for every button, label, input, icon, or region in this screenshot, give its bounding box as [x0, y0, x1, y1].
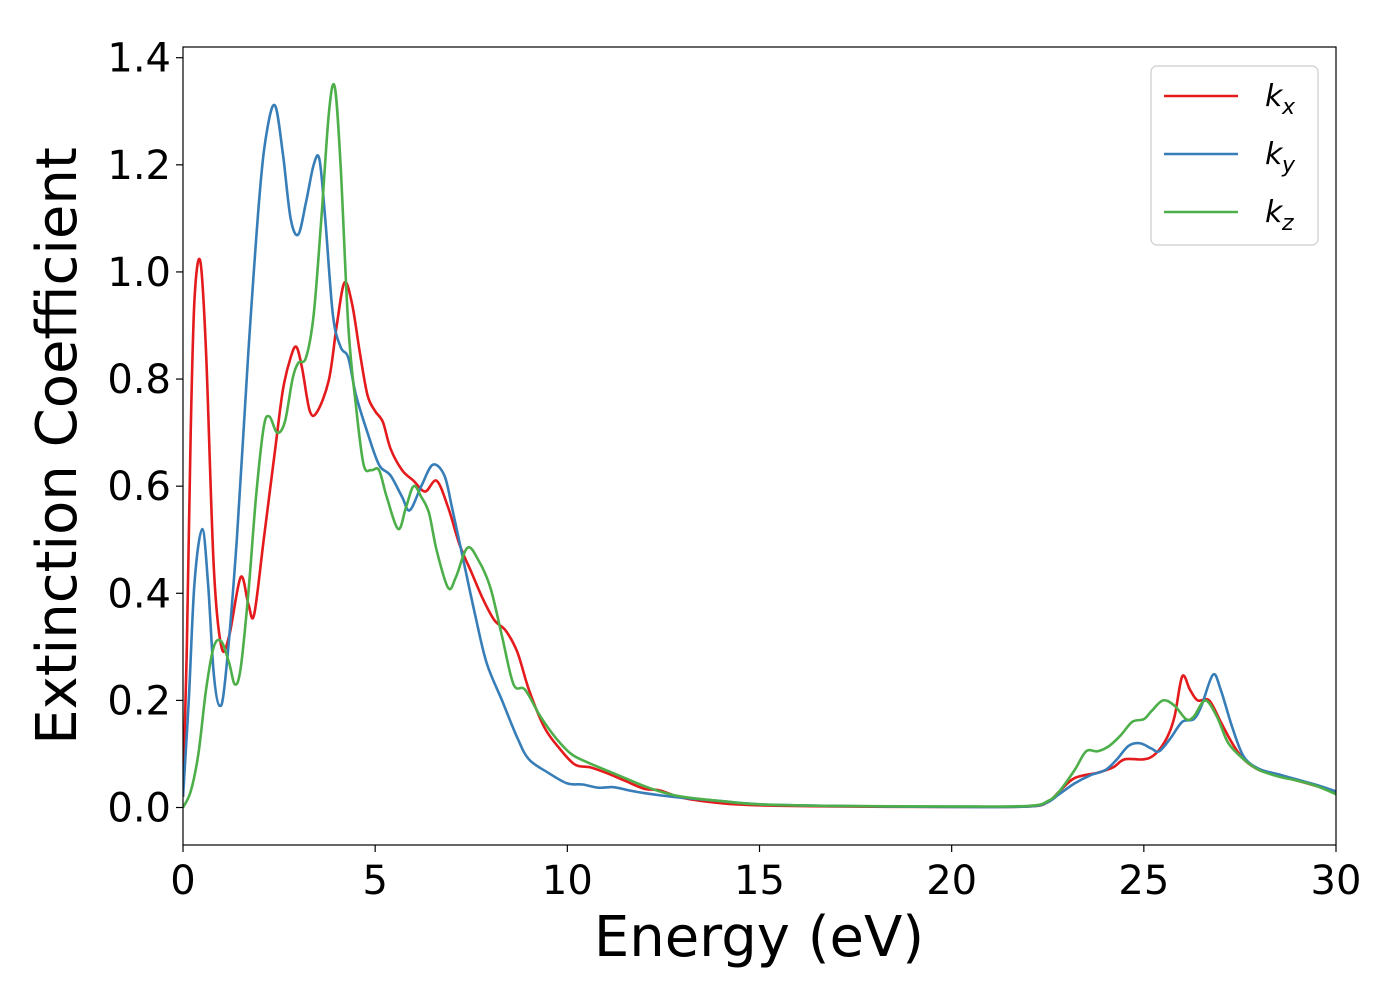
- y-tick-label: 0.2: [107, 678, 171, 724]
- y-tick-label: 0.4: [107, 571, 171, 617]
- series-layer: [183, 82, 1336, 809]
- legend-label: k: [1265, 195, 1284, 230]
- y-tick-label: 0.8: [107, 357, 171, 403]
- y-tick-label: 1.4: [107, 36, 171, 82]
- x-tick-label: 20: [926, 858, 977, 904]
- x-axis-ticks: 0 5 10 15 20 25 30: [170, 845, 1361, 904]
- legend-box: [1150, 65, 1319, 246]
- y-tick-label: 0.6: [107, 464, 171, 510]
- x-tick-label: 5: [362, 858, 387, 904]
- legend-label-subscript: x: [1281, 95, 1296, 120]
- y-tick-label: 0.0: [107, 786, 171, 832]
- y-axis-title: Extinction Coefficient: [25, 147, 90, 745]
- y-axis-ticks: 0.0 0.2 0.4 0.6 0.8 1.0 1.2 1.4: [107, 36, 183, 832]
- legend-label: k: [1265, 79, 1284, 114]
- legend: k xk yk z: [1150, 65, 1319, 246]
- series-line-k-z: [183, 82, 1336, 809]
- x-tick-label: 10: [542, 858, 593, 904]
- x-tick-label: 30: [1311, 858, 1362, 904]
- x-tick-label: 25: [1118, 858, 1169, 904]
- legend-label: k: [1265, 137, 1284, 172]
- series-line-k-x: [183, 257, 1336, 809]
- series-line-k-y: [183, 103, 1336, 809]
- legend-items: k xk yk z: [1164, 79, 1296, 236]
- x-tick-label: 0: [170, 858, 195, 904]
- x-tick-label: 15: [734, 858, 785, 904]
- legend-label-subscript: y: [1281, 153, 1296, 178]
- y-tick-label: 1.2: [107, 143, 171, 189]
- x-axis-title: Energy (eV): [594, 905, 924, 970]
- legend-label-subscript: z: [1281, 211, 1294, 236]
- y-tick-label: 1.0: [107, 250, 171, 296]
